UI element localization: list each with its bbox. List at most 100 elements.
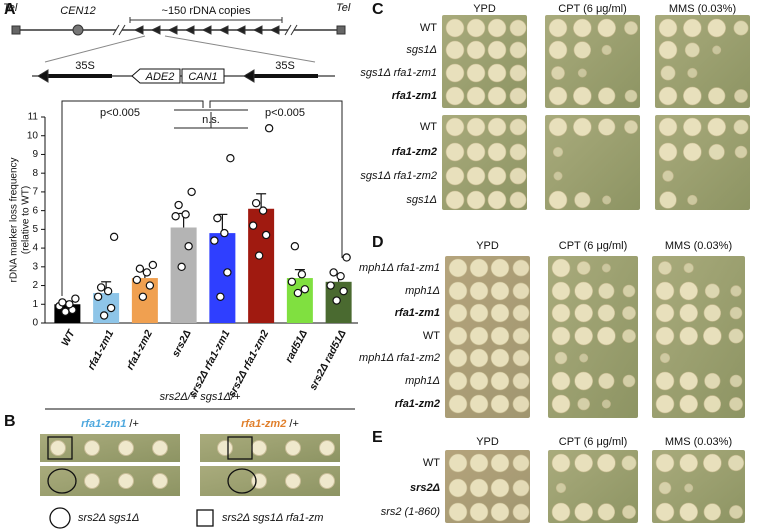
colony-spot — [466, 86, 486, 106]
colony — [118, 440, 134, 456]
colony-spot — [573, 18, 592, 38]
plate — [442, 15, 527, 108]
colony-spot — [703, 304, 722, 322]
colony-spot — [445, 63, 465, 83]
tel-label: Tel — [3, 2, 18, 14]
colony-spot — [655, 303, 675, 323]
bar — [170, 227, 197, 323]
data-point — [138, 292, 148, 301]
colony — [84, 440, 100, 456]
colony-spot — [658, 117, 678, 137]
colony-spot — [684, 483, 694, 493]
colony-spot — [683, 86, 702, 106]
panel-label: E — [372, 429, 383, 446]
colony-spot — [684, 42, 700, 58]
colony-spot — [469, 453, 489, 473]
row-label: rfa1-zm1 — [395, 307, 440, 319]
annotation: p<0.005 — [100, 107, 140, 119]
data-point — [177, 262, 186, 272]
data-point — [293, 288, 303, 298]
colony-spot — [658, 142, 678, 162]
copies-label: ~150 rDNA copies — [162, 5, 251, 17]
x-tick-label: srs2Δ rfa1-zm2 — [226, 328, 272, 399]
colony-spot — [597, 18, 616, 38]
colony-spot — [728, 328, 744, 344]
colony-spot — [487, 190, 507, 210]
annotation: n.s. — [202, 114, 220, 126]
colony-spot — [551, 326, 571, 346]
colony-spot — [597, 87, 616, 105]
data-point — [339, 286, 348, 296]
colony-spot — [490, 281, 510, 301]
data-point — [326, 281, 335, 290]
colony-spot — [574, 502, 593, 522]
colony-spot — [555, 482, 567, 494]
colony-spot — [679, 326, 698, 346]
colony-spot — [512, 503, 530, 521]
panel-label: C — [372, 1, 384, 18]
x-tick-label: srs2Δ rfa1-zm1 — [187, 328, 233, 399]
colony-spot — [512, 395, 530, 413]
data-point — [96, 283, 106, 292]
colony-spot — [707, 87, 726, 105]
colony-spot — [448, 258, 468, 278]
colony-spot — [730, 285, 742, 297]
colony-spot — [553, 171, 563, 181]
unit-label: ADE2 — [145, 71, 175, 83]
data-point — [336, 271, 345, 281]
bar — [209, 233, 236, 323]
colony-spot — [679, 394, 698, 414]
colony-spot — [551, 66, 565, 80]
colony-spot — [509, 64, 527, 82]
unit-label: 35S — [275, 60, 295, 72]
plate — [200, 466, 340, 496]
colony-spot — [577, 397, 590, 411]
colony-spot — [659, 191, 677, 209]
row-label: WT — [423, 457, 440, 469]
colony-spot — [490, 478, 510, 498]
data-point — [297, 270, 307, 279]
colony-spot — [727, 454, 745, 472]
data-point — [258, 206, 268, 215]
colony-spot — [448, 502, 468, 522]
colony-spot — [703, 453, 722, 473]
colony-spot — [490, 326, 510, 346]
unit-label: CAN1 — [188, 71, 217, 83]
marker-square — [227, 436, 253, 460]
colony-spot — [469, 326, 489, 346]
colony-spot — [576, 261, 591, 275]
data-point — [99, 311, 109, 320]
colony — [319, 473, 335, 489]
colony-spot — [683, 262, 694, 274]
colony-spot — [597, 326, 616, 346]
data-point — [174, 200, 183, 210]
colony — [152, 473, 168, 489]
colony-spot — [655, 453, 675, 473]
colony-spot — [704, 372, 721, 390]
colony-spot — [448, 348, 468, 368]
colony — [50, 440, 66, 456]
column-header: CPT (6 μg/ml) — [559, 240, 627, 252]
colony-spot — [597, 304, 616, 322]
y-tick-label: 5 — [32, 224, 38, 235]
colony-spot — [734, 89, 748, 103]
colony-spot — [707, 18, 726, 38]
colony — [217, 440, 233, 456]
colony-spot — [445, 40, 465, 60]
data-point — [103, 286, 113, 296]
colony-spot — [487, 117, 507, 137]
data-point — [145, 281, 155, 290]
panel-b: rfa1-zm1 /+ rfa1-zm2 /+ — [40, 418, 340, 496]
row-label: sgs1Δ rfa1-zm1 — [360, 67, 437, 79]
data-point — [184, 242, 193, 251]
colony-spot — [448, 453, 468, 473]
colony-spot — [469, 281, 489, 301]
colony-spot — [622, 329, 636, 343]
colony-spot — [601, 263, 611, 273]
colony-spot — [487, 142, 507, 162]
colony-spot — [703, 395, 722, 413]
colony-spot — [574, 303, 593, 323]
colony-spot — [622, 306, 636, 320]
colony-spot — [597, 503, 616, 521]
colony-spot — [708, 143, 725, 161]
